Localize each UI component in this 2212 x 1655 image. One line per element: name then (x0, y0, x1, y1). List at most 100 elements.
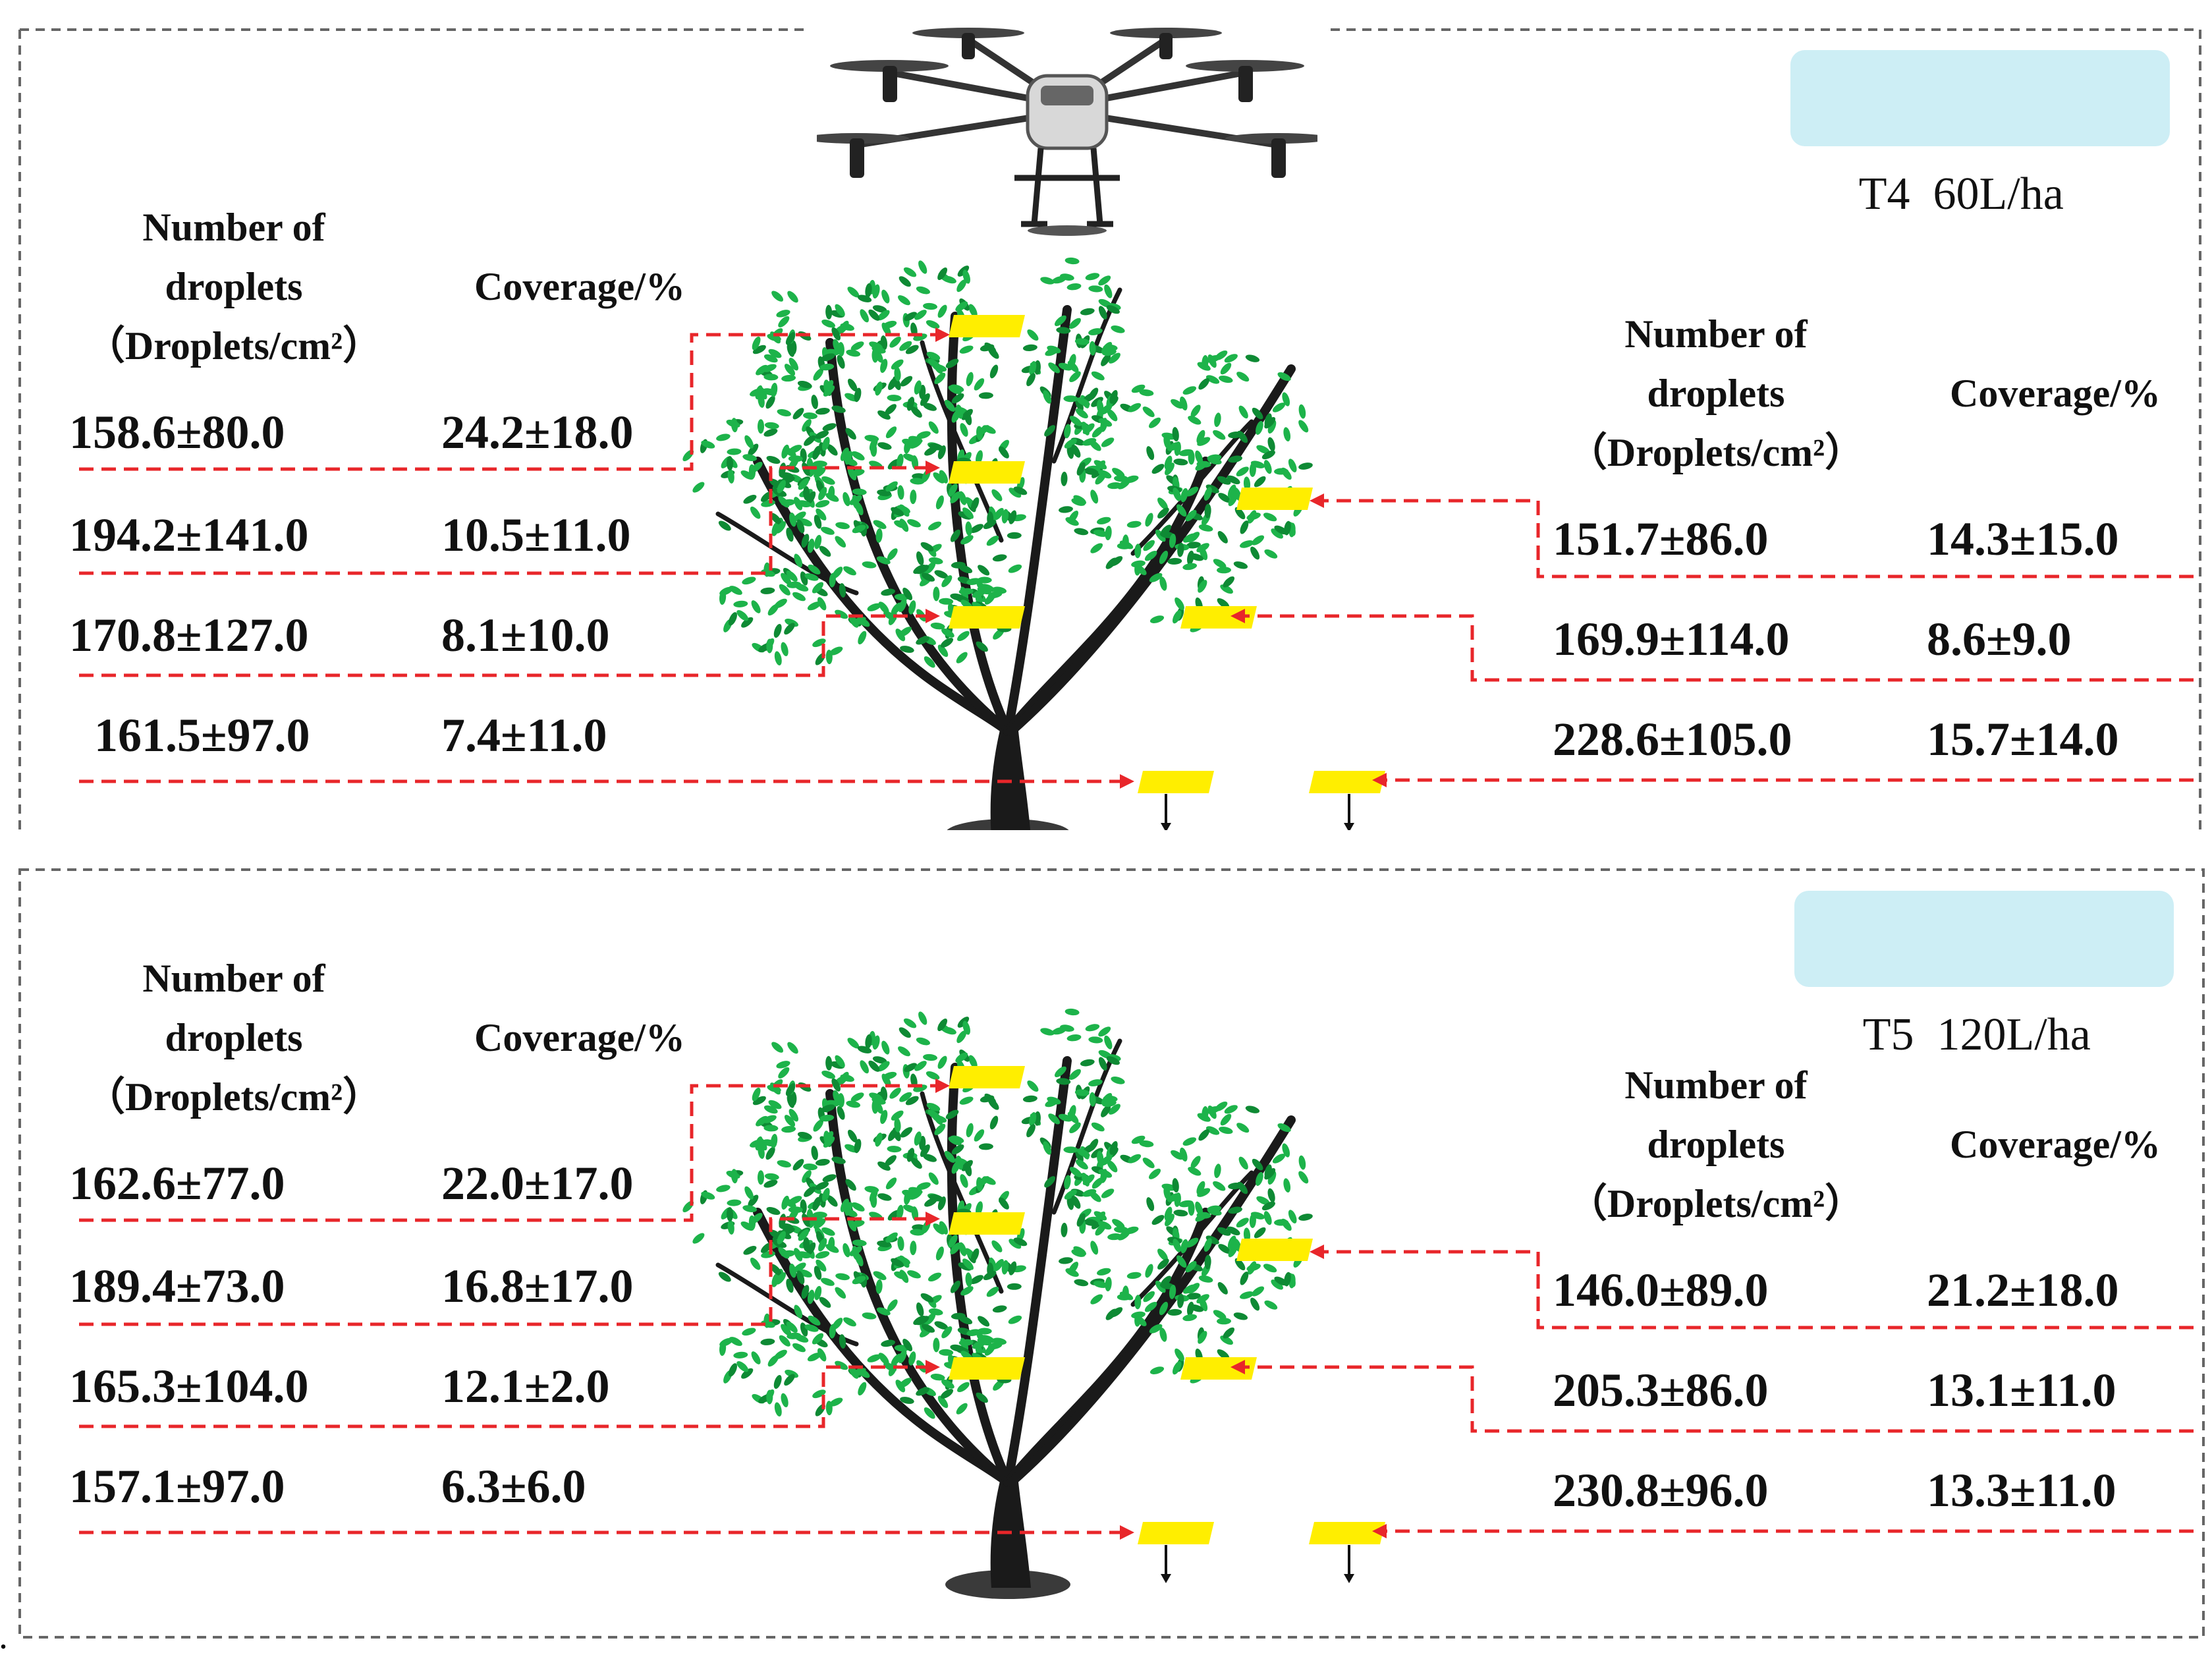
leaf (1063, 395, 1078, 403)
leaf (944, 1150, 955, 1163)
leaf (1198, 378, 1210, 390)
leaf (903, 267, 917, 277)
leaf (1098, 306, 1107, 320)
leaf (934, 1123, 946, 1135)
leaf (877, 1161, 891, 1171)
leaf (781, 1393, 788, 1408)
leaf (1059, 506, 1073, 513)
leaf (1076, 1213, 1086, 1227)
leaf (1142, 407, 1155, 418)
leaf (1173, 459, 1188, 466)
leaf (925, 561, 936, 575)
leaf (784, 1374, 795, 1386)
leaf (1205, 1235, 1219, 1245)
leaf (956, 1403, 968, 1415)
leaf (1022, 344, 1037, 352)
leaf (765, 395, 775, 409)
leaf (1114, 1226, 1128, 1233)
leaf (818, 487, 827, 501)
leaf (1256, 420, 1263, 435)
sampling-card (1180, 606, 1257, 629)
leaf (729, 1363, 737, 1377)
leaf (847, 378, 858, 392)
leaf (789, 512, 796, 527)
leaf (951, 1144, 964, 1155)
leaf (916, 1302, 924, 1317)
leaf (1196, 543, 1209, 553)
leaf (966, 578, 981, 585)
panel-border (18, 28, 2201, 830)
leaf (910, 1229, 925, 1236)
tree-branch (920, 1091, 1004, 1294)
leaf (770, 1133, 778, 1148)
leaf (1198, 1331, 1207, 1344)
leaf (1103, 344, 1118, 351)
leaf (1267, 420, 1277, 434)
leaf (784, 1115, 796, 1127)
leaf (927, 1272, 942, 1281)
left-coverage-value: 22.0±17.0 (441, 1157, 634, 1210)
leaf (733, 1351, 748, 1359)
leaf (837, 354, 845, 369)
leaf (1074, 1279, 1089, 1287)
leaf (750, 506, 761, 519)
leaf (1256, 1196, 1270, 1205)
leaf (1264, 1168, 1276, 1180)
leaf (1101, 1104, 1111, 1117)
leaf (787, 343, 795, 357)
leaf (829, 646, 843, 656)
leaf (835, 304, 845, 317)
leaf (1001, 1260, 1009, 1275)
leaf (941, 1379, 954, 1389)
leaf (1009, 488, 1022, 498)
leaf (850, 468, 865, 476)
leaf (950, 1242, 961, 1254)
leaf (736, 610, 749, 621)
leaf (871, 346, 886, 354)
leaf (1056, 1078, 1071, 1085)
leaf (993, 1259, 1004, 1272)
leaf (773, 623, 782, 638)
leaf (837, 342, 844, 357)
leaf (778, 1247, 790, 1259)
leaf (829, 1324, 836, 1339)
leaf (1131, 384, 1146, 393)
leaf (926, 320, 940, 329)
leaf (1195, 450, 1203, 464)
leaf (891, 1258, 904, 1268)
leaf (766, 638, 773, 654)
leaf (1198, 580, 1207, 593)
leaf (794, 497, 803, 511)
leaf (750, 1139, 763, 1148)
leaf (977, 586, 991, 595)
leaf (1146, 1197, 1155, 1212)
leaf (741, 1368, 754, 1379)
leaf (1029, 361, 1037, 376)
leaf (898, 1349, 907, 1364)
leaf (831, 1156, 846, 1164)
leaf (877, 410, 891, 420)
leaf (916, 636, 929, 645)
leaf (904, 1063, 918, 1073)
leaf (920, 1144, 930, 1158)
leaf (1217, 476, 1231, 485)
leaf (775, 1272, 787, 1285)
leaf (777, 1160, 792, 1168)
right-coverage-value: 21.2±18.0 (1927, 1264, 2119, 1316)
leaf (872, 305, 887, 313)
leaf (916, 286, 930, 295)
leaf (887, 1299, 898, 1312)
leaf (899, 276, 911, 287)
sampling-arrow (1245, 1365, 2194, 1433)
leaf (927, 521, 942, 530)
leaf (1188, 450, 1195, 465)
leaf (1151, 1215, 1165, 1225)
leaf (1281, 1218, 1292, 1231)
leaf (1090, 543, 1103, 553)
leaf (1149, 1366, 1165, 1374)
leaf (786, 1278, 794, 1293)
leaf (1196, 1294, 1209, 1304)
leaf (1064, 1175, 1071, 1190)
leaf (814, 1285, 822, 1301)
